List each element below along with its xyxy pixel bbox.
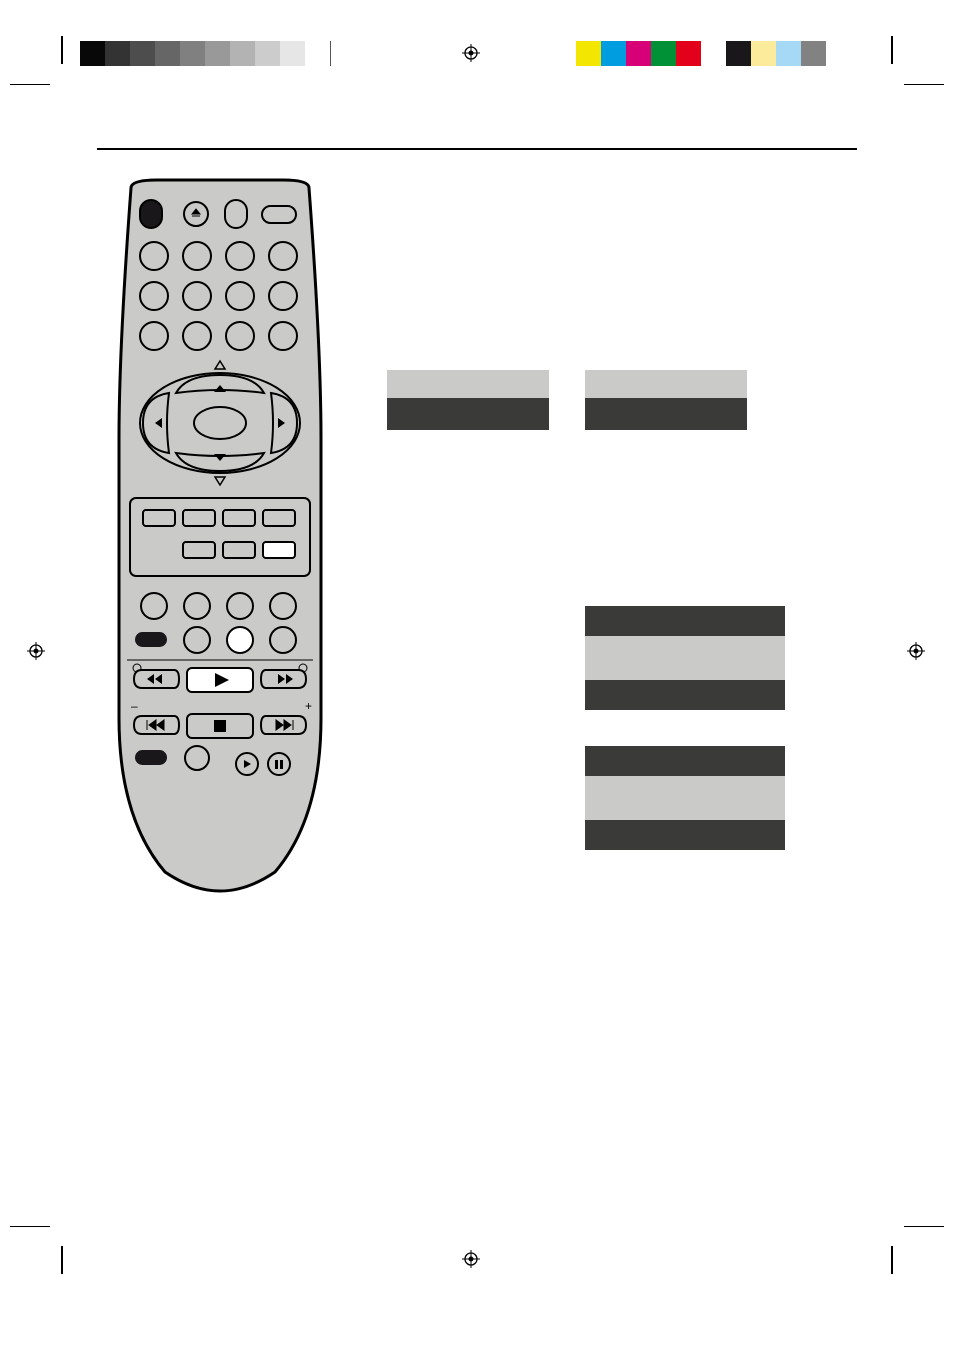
crop-mark	[10, 1226, 50, 1227]
registration-mark-icon	[462, 1250, 480, 1268]
info-block	[585, 606, 785, 710]
text-column	[387, 178, 857, 850]
registration-mark-icon	[907, 642, 925, 660]
registration-mark-icon	[462, 44, 480, 62]
info-strip	[585, 370, 747, 430]
crop-mark	[891, 36, 893, 64]
crop-mark	[10, 84, 50, 85]
info-block	[585, 746, 785, 850]
color-calibration-bar	[576, 41, 826, 66]
info-strip	[387, 370, 549, 430]
crop-mark	[904, 1226, 944, 1227]
registration-mark-icon	[27, 642, 45, 660]
svg-text:–: –	[131, 699, 138, 713]
power-button	[140, 200, 162, 228]
grayscale-calibration-bar	[80, 41, 331, 66]
page-content: – +	[97, 148, 857, 899]
remote-illustration: – +	[97, 178, 343, 899]
section-divider	[97, 148, 857, 150]
crop-mark	[904, 84, 944, 85]
crop-mark	[61, 1246, 63, 1274]
svg-text:+: +	[305, 699, 312, 713]
crop-mark	[61, 36, 63, 64]
crop-mark	[891, 1246, 893, 1274]
